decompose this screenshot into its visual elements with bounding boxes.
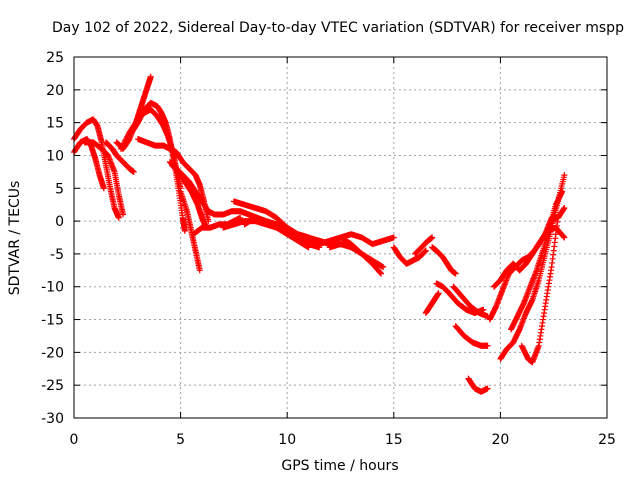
series-arc-17	[316, 231, 397, 248]
data-point	[435, 290, 442, 297]
y-tick-label: 10	[46, 148, 64, 164]
series-arc-19	[390, 244, 429, 267]
data-point	[452, 270, 459, 277]
series-arc-31	[518, 204, 568, 366]
series-arc-26	[465, 375, 491, 395]
data-point	[378, 270, 385, 277]
series-arc-3	[81, 139, 127, 218]
plot-frame	[73, 56, 608, 419]
series-arc-4	[102, 139, 137, 175]
data-point	[484, 342, 491, 349]
data-point	[147, 73, 154, 80]
x-tick-label: 0	[70, 432, 79, 448]
x-tick-label: 15	[385, 432, 403, 448]
x-axis-tick-labels: 0 5 10 15 20 25	[70, 432, 616, 448]
data-point	[390, 234, 397, 241]
y-tick-label: 25	[46, 50, 64, 66]
y-tick-label: -5	[50, 247, 64, 263]
y-tick-label: 0	[55, 214, 64, 230]
data-point	[559, 188, 566, 195]
data-point	[196, 267, 203, 274]
series-arc-30	[508, 188, 566, 333]
x-tick-label: 5	[176, 432, 185, 448]
data-point	[120, 211, 127, 218]
y-tick-label: 20	[46, 83, 64, 99]
data-point	[429, 234, 436, 241]
y-tick-label: -30	[41, 411, 64, 427]
data-point	[422, 247, 429, 254]
data-point	[484, 385, 491, 392]
data-point	[380, 264, 387, 271]
data-point	[181, 227, 188, 234]
y-axis-tick-labels: -30 -25 -20 -15 -10 -5 0 5 10 15 20 25	[41, 50, 64, 427]
series-arc-18	[326, 241, 387, 271]
series-arc-7	[128, 99, 188, 234]
series-arc-20	[412, 234, 436, 257]
data-point	[561, 172, 568, 179]
data-point	[130, 168, 137, 175]
x-tick-label: 10	[278, 432, 296, 448]
series-arc-24	[450, 283, 491, 320]
y-tick-label: -25	[41, 378, 64, 394]
data-point	[561, 234, 568, 241]
data-point	[100, 185, 107, 192]
y-tick-label: 15	[46, 116, 64, 132]
x-axis-label: GPS time / hours	[281, 458, 398, 474]
x-tick-label: 20	[491, 432, 509, 448]
y-tick-label: -20	[41, 345, 64, 361]
data-point	[377, 269, 384, 276]
data-point	[561, 204, 568, 211]
grid	[74, 57, 607, 418]
series-arc-22	[422, 290, 442, 316]
series-arc-10	[169, 162, 210, 231]
y-axis-label: SDTVAR / TECUs	[7, 181, 23, 296]
series-arc-21	[429, 244, 459, 277]
y-tick-label: -15	[41, 313, 64, 329]
data-points	[71, 73, 568, 395]
chart-title: Day 102 of 2022, Sidereal Day-to-day VTE…	[52, 20, 624, 36]
data-point	[560, 233, 567, 240]
data-point	[115, 214, 122, 221]
y-tick-label: -10	[41, 280, 64, 296]
y-tick-label: 5	[55, 181, 64, 197]
axis-ticks	[73, 56, 608, 419]
series-arc-25	[452, 323, 491, 349]
x-tick-label: 25	[598, 432, 616, 448]
